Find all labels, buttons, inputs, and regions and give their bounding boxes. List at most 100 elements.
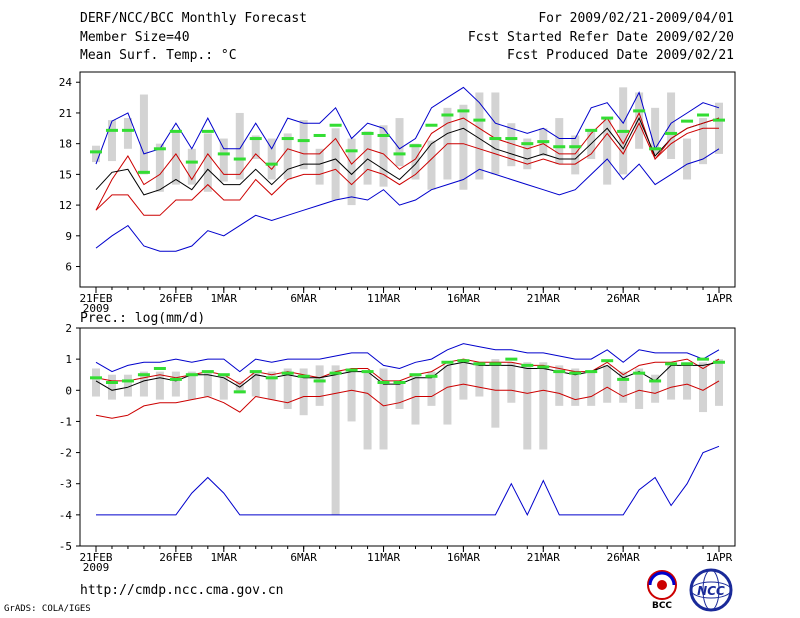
spread-bar [219,374,228,400]
ensemble-dash [713,360,725,364]
ensemble-dash [393,152,406,156]
series-line-lower [95,380,720,419]
spread-bar [571,135,580,175]
spread-bar [427,371,436,406]
spread-bar [315,365,324,406]
ensemble-dash [153,147,166,151]
spread-bar [683,138,692,180]
y-tick-label: 15 [59,168,72,181]
ensemble-dash [585,128,598,132]
spread-bar [427,140,436,190]
x-tick-label: 1APR [706,292,733,305]
ensemble-dash [345,368,358,372]
spread-bar [251,371,260,397]
series-line-min [96,445,720,517]
precip-title: Prec.: log(mm/d) [80,311,205,326]
ensemble-dash [265,376,278,380]
ensemble-dash [90,150,102,154]
spread-bar [459,362,468,400]
y-tick-label: 24 [59,76,73,89]
spread-bar [475,92,484,180]
ensemble-dash [153,366,166,370]
y-tick-label: 9 [65,230,72,243]
spread-bar [139,94,148,175]
ensemble-dash [393,381,406,384]
spread-bar [203,371,212,397]
series-line-upper [95,111,719,211]
spread-bar [635,92,644,149]
x-tick-label: 21MAR [527,292,560,305]
x-year-label: 2009 [83,561,110,574]
ensemble-dash [697,113,710,117]
x-tick-label: 6MAR [290,551,317,564]
ensemble-dash [553,370,566,374]
ensemble-dash [345,149,358,153]
ensemble-dash [617,377,630,381]
spread-bar [539,362,548,450]
ensemble-dash [617,129,630,133]
precip-chart: -5 -4 -3 -2 -1 0 1 2 21FEB 26FEB 1MAR 6MAR 11MAR 16MA… [59,322,736,574]
spread-bar [491,92,500,175]
y-tick-label: 21 [59,107,72,120]
grads-credit: GrADS: COLA/IGES [4,604,91,614]
spread-bar [363,131,372,185]
spread-bar [459,104,468,190]
source-url: http://cmdp.ncc.cma.gov.cn [80,583,284,598]
ensemble-dash [681,119,694,123]
spread-bar [587,371,596,406]
series-line-max [95,86,720,165]
ensemble-dash [489,137,502,141]
ensemble-dash [601,116,614,120]
x-tick-label: 26FEB [159,292,192,305]
ensemble-dash [185,373,198,377]
spread-bar [92,368,100,397]
spread-bar [699,118,708,165]
plot-frame [79,71,736,288]
ensemble-dash [105,128,118,132]
spread-bar [139,371,148,397]
chart-title: DERF/NCC/BCC Monthly Forecast [80,11,307,26]
x-tick-label: 26MAR [607,551,640,564]
ensemble-dash [233,157,246,161]
x-tick-label: 16MAR [447,292,480,305]
ensemble-dash [649,379,662,383]
ensemble-dash [473,118,486,122]
y-tick-label: 6 [65,261,72,274]
spread-bar [667,92,676,160]
spread-bar [187,371,196,400]
ensemble-dash [505,137,518,141]
spread-bar [523,138,532,170]
x-tick-label: 21FEB [79,551,112,564]
x-tick-label: 6MAR [290,292,317,305]
ensemble-dash [569,371,582,375]
spread-bar [683,362,692,400]
spread-bar [92,145,100,163]
spread-bar [667,365,676,400]
variable-label: Mean Surf. Temp.: °C [80,48,237,63]
x-tick-label: 21FEB [79,292,112,305]
ensemble-dash [90,376,102,380]
ensemble-dash [425,374,438,378]
spread-bar [491,359,500,428]
y-tick-label: -2 [59,447,72,460]
ensemble-dash [521,142,534,146]
x-year-label: 2009 [83,302,110,315]
spread-bar [123,118,132,149]
x-tick-label: 1MAR [211,292,238,305]
forecast-period: For 2009/02/21-2009/04/01 [538,11,734,26]
spread-bar [315,148,324,185]
ensemble-dash [121,128,134,132]
ensemble-dash [121,379,134,383]
spread-bar [155,143,164,192]
spread-bar [107,120,116,162]
ensemble-dash [313,379,326,383]
spread-bar [379,368,388,450]
y-tick-label: 2 [65,322,72,335]
series-line-lower [95,117,720,216]
ensemble-dash [297,374,310,378]
spread-bar [299,368,308,416]
series-line-min [95,148,720,252]
y-tick-label: 12 [59,199,72,212]
x-tick-label: 1MAR [211,551,238,564]
